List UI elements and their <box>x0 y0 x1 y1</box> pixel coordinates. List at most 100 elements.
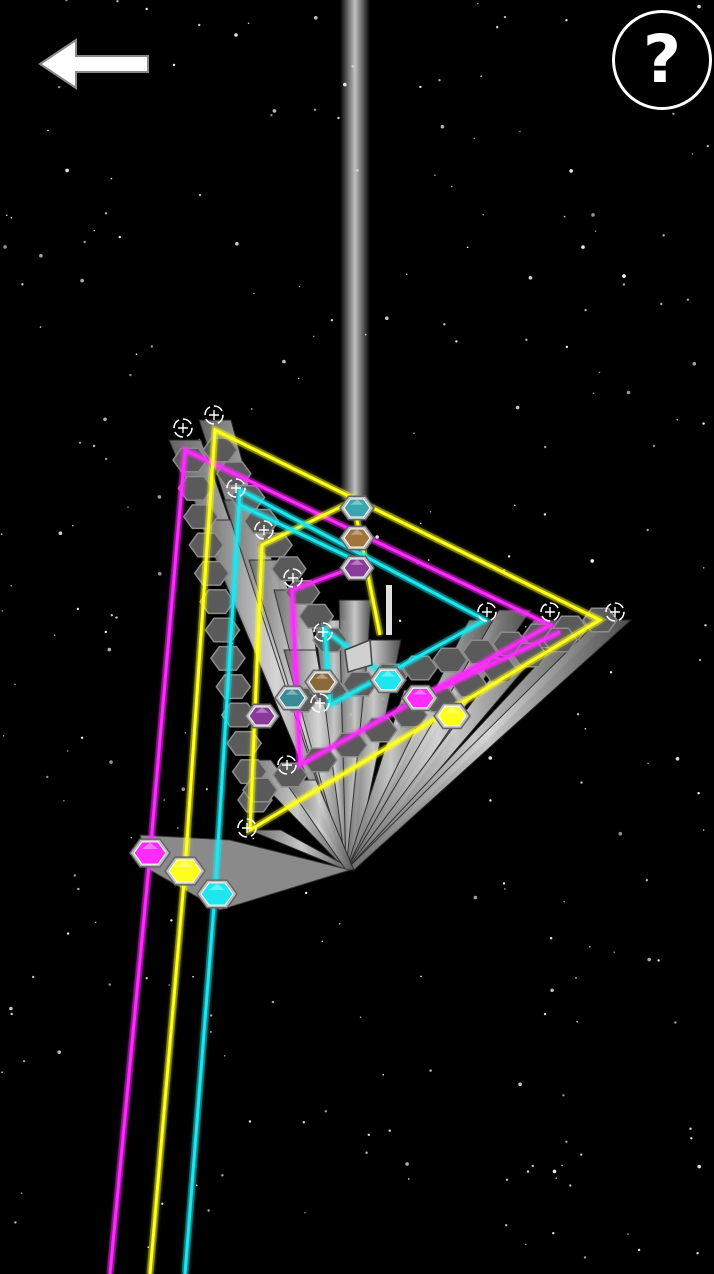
rotate-arrows-icon[interactable] <box>605 602 625 622</box>
star <box>2 735 5 737</box>
hex-cell <box>270 556 307 582</box>
star <box>253 292 255 295</box>
rotate-arrows-icon[interactable] <box>226 478 246 498</box>
star <box>223 1055 226 1057</box>
star <box>181 787 186 791</box>
star <box>502 882 506 885</box>
rotate-arrows-icon[interactable] <box>477 602 497 622</box>
rotate-arrows-icon[interactable] <box>237 818 257 838</box>
rotators[interactable] <box>173 405 625 838</box>
star <box>514 504 516 507</box>
star <box>686 298 690 301</box>
star <box>645 879 649 882</box>
star <box>646 528 649 532</box>
star <box>210 1014 213 1017</box>
star <box>455 340 458 343</box>
star <box>676 419 678 421</box>
star <box>10 1012 13 1016</box>
star <box>150 345 153 348</box>
rotate-arrows-icon[interactable] <box>254 520 274 540</box>
gem-face <box>248 706 276 726</box>
star <box>221 1174 224 1177</box>
cyan-emitter-gem[interactable] <box>196 879 238 909</box>
star <box>427 559 430 561</box>
magenta-emitter-gem[interactable] <box>129 838 171 868</box>
filter-gem[interactable] <box>339 525 375 551</box>
star <box>697 1164 701 1169</box>
yellow-laser <box>148 869 187 1274</box>
yellow-emitter-gem[interactable] <box>164 856 206 886</box>
star <box>473 137 476 140</box>
back-button[interactable] <box>36 36 152 92</box>
star <box>660 302 663 306</box>
gem-shine <box>285 689 299 695</box>
rotate-arrows-icon[interactable] <box>313 622 333 642</box>
star <box>543 1012 547 1016</box>
gems[interactable] <box>129 495 471 909</box>
star <box>385 316 389 321</box>
filter-gem[interactable] <box>274 685 310 711</box>
star <box>420 975 422 978</box>
filter-gem[interactable] <box>304 669 340 695</box>
rotator-ring <box>226 478 246 498</box>
star <box>550 988 554 993</box>
star <box>622 283 626 286</box>
hex-cell <box>342 671 378 697</box>
filter-gem[interactable] <box>339 555 375 581</box>
rotate-arrows-icon[interactable] <box>540 602 560 622</box>
star <box>405 273 408 276</box>
rotator-cross <box>282 760 292 770</box>
star <box>66 750 69 752</box>
star <box>672 112 675 116</box>
star <box>565 345 569 349</box>
star <box>594 230 597 232</box>
star <box>562 1094 565 1097</box>
help-button[interactable]: ? <box>612 10 712 110</box>
rotate-arrows-icon[interactable] <box>283 568 303 588</box>
star <box>702 829 705 831</box>
star <box>21 283 24 286</box>
star <box>248 1120 252 1123</box>
star <box>690 1137 693 1140</box>
star <box>103 417 107 422</box>
rotate-arrows-icon[interactable] <box>277 755 297 775</box>
star <box>647 762 649 765</box>
star <box>198 193 202 197</box>
rotate-arrows-icon[interactable] <box>204 405 224 425</box>
gem-shine <box>350 529 364 535</box>
rotate-arrows-icon[interactable] <box>310 693 330 713</box>
star <box>108 983 111 986</box>
filter-gem[interactable] <box>244 703 280 729</box>
light-beam <box>340 0 370 500</box>
star <box>9 1006 13 1011</box>
star <box>184 732 187 734</box>
star <box>282 359 286 364</box>
star <box>563 215 566 218</box>
cyan-target-gem[interactable] <box>369 666 407 694</box>
star <box>252 837 255 840</box>
star <box>507 555 511 558</box>
filter-gem[interactable] <box>339 495 375 521</box>
magenta-target-gem[interactable] <box>401 684 439 712</box>
star <box>525 626 527 628</box>
star <box>555 1177 557 1179</box>
star <box>382 1074 385 1076</box>
star <box>110 177 113 180</box>
gem-face <box>373 669 403 691</box>
gem-face <box>343 498 371 518</box>
star <box>205 788 209 791</box>
yellow-target-gem[interactable] <box>433 702 471 730</box>
star <box>505 1178 509 1182</box>
star <box>575 977 577 979</box>
rotator-cross <box>545 607 555 617</box>
star <box>662 234 665 237</box>
star <box>598 371 601 374</box>
star <box>692 362 697 366</box>
rotator-cross <box>610 607 620 617</box>
rotate-arrows-icon[interactable] <box>173 418 193 438</box>
star <box>304 1212 306 1214</box>
star <box>675 757 680 761</box>
star <box>505 1224 508 1227</box>
